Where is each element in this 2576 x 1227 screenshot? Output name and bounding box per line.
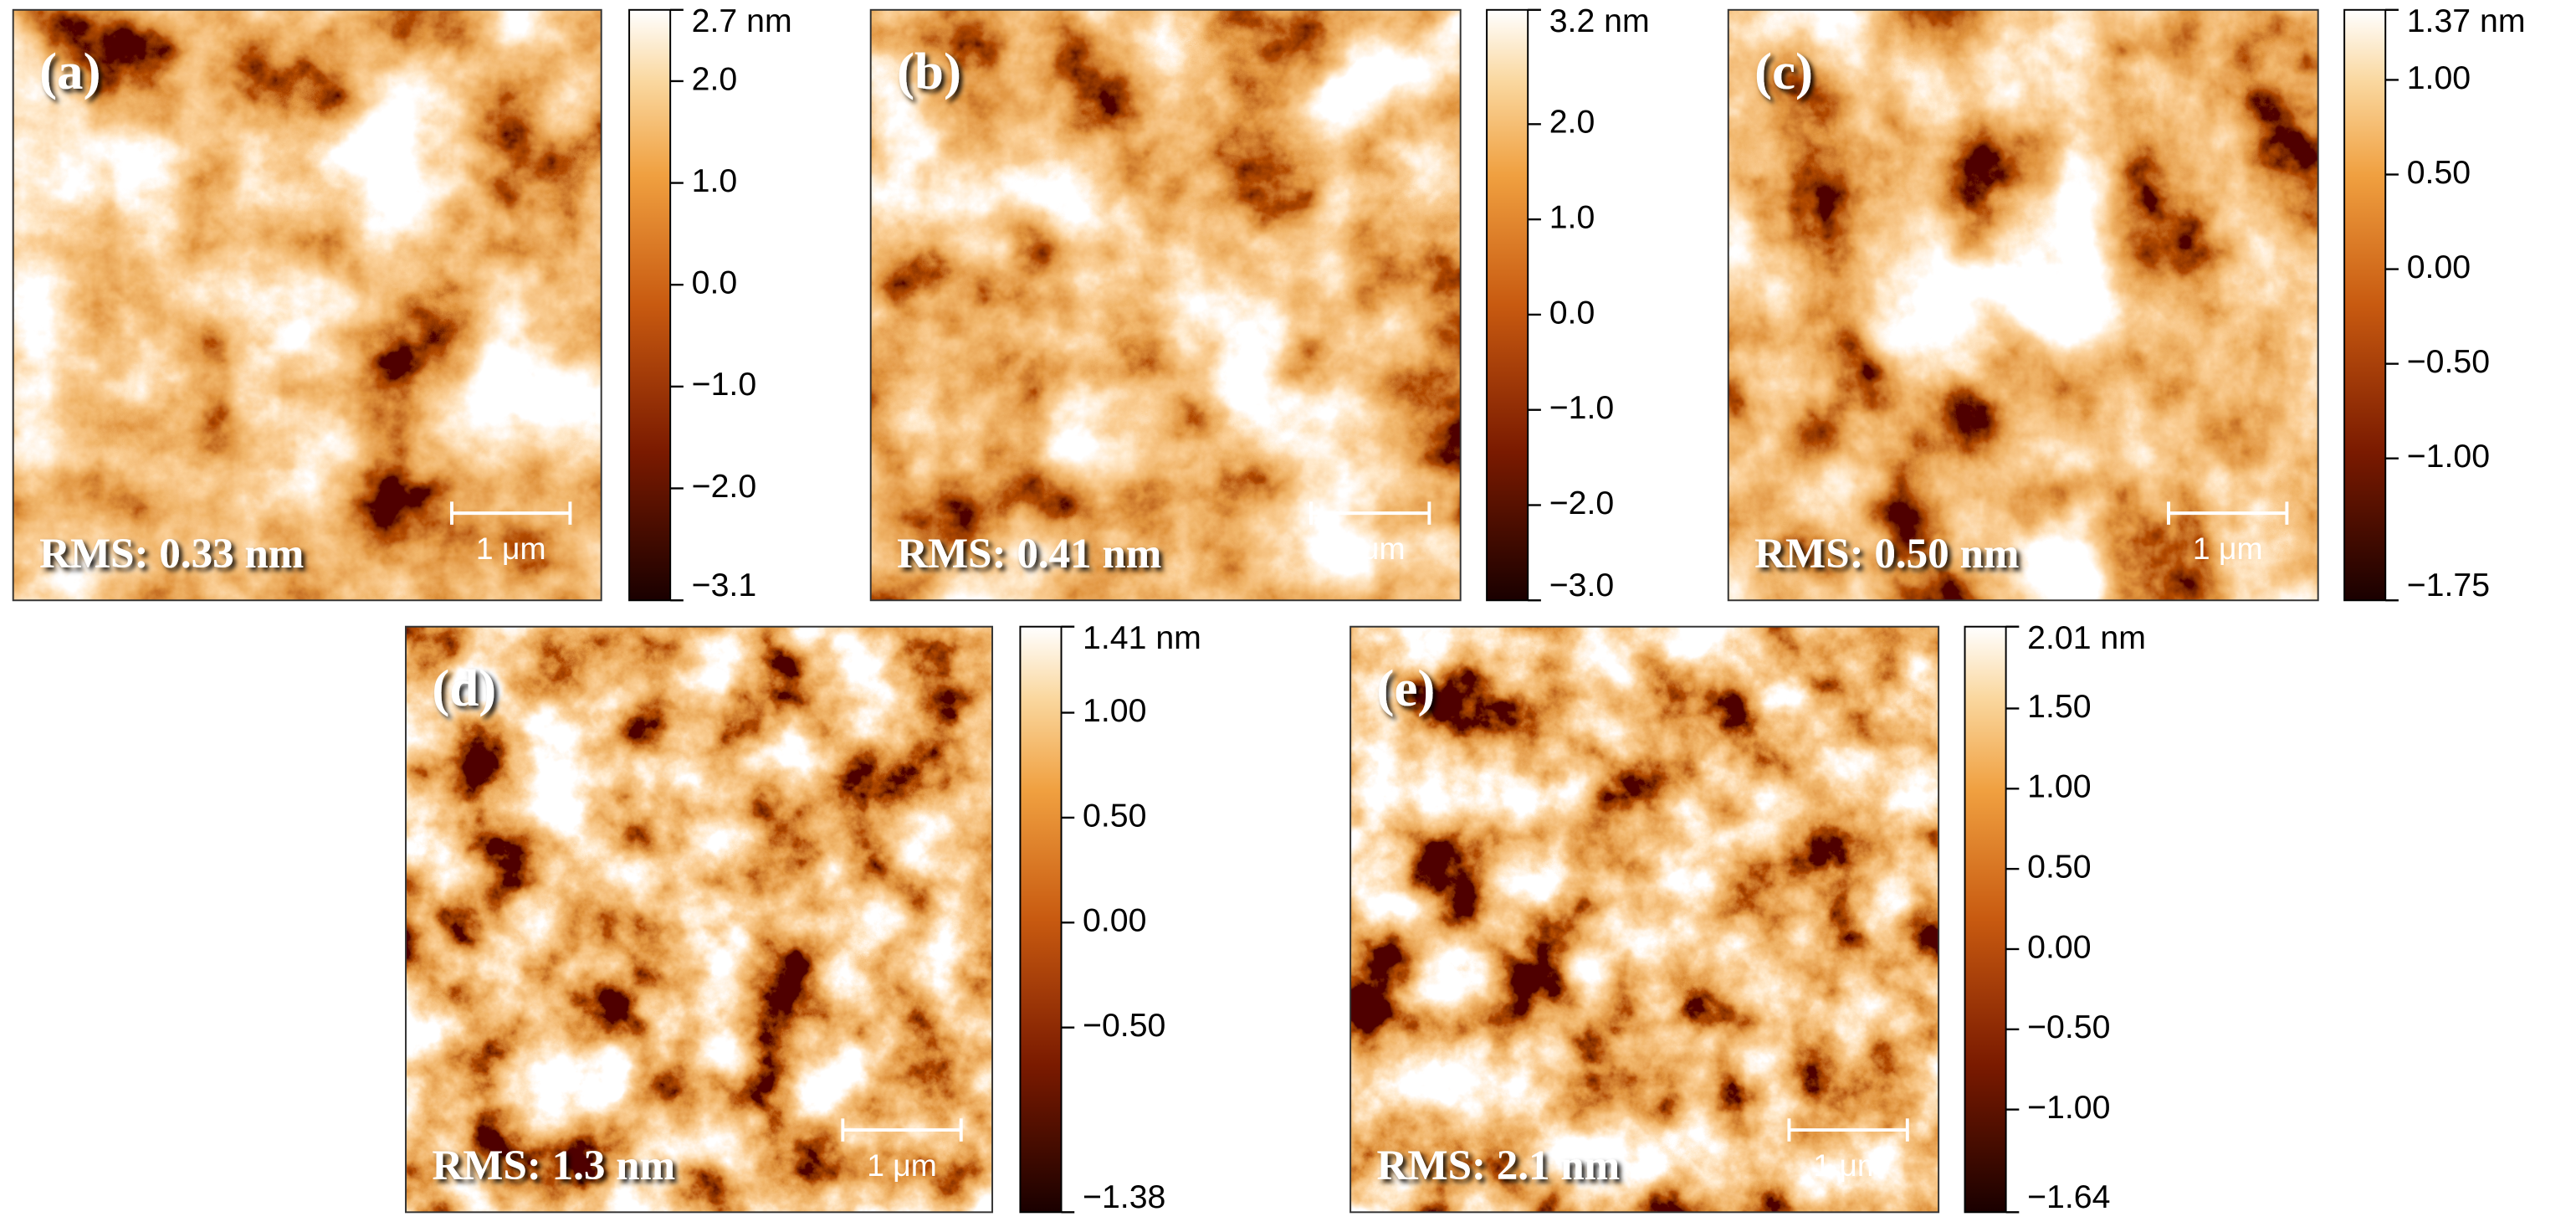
colorbar-tick-label: 1.00 <box>2407 59 2471 96</box>
colorbar-tick-label: 0.00 <box>2407 249 2471 285</box>
panel-label: (a) <box>39 42 100 100</box>
image-border <box>1727 8 2319 602</box>
colorbar-tick-label: 0.50 <box>1083 797 1146 834</box>
colorbar-tick-label: −1.00 <box>2027 1089 2110 1126</box>
colorbar-tick-label: 0.50 <box>2027 849 2091 886</box>
panel: (a) RMS: 0.33 nm 1 μm 2.7 nm 2.0 1.0 0.0 −1.0 −2… <box>12 3 792 603</box>
panel-label: (b) <box>897 42 961 100</box>
scale-bar-label: 1 μm <box>1813 1147 1883 1183</box>
scale-bar-label: 1 μm <box>476 531 546 566</box>
colorbar-tick-label: 0.00 <box>2027 928 2091 965</box>
colorbar-tick-label: 1.00 <box>1083 692 1146 729</box>
panel: (e) RMS: 2.1 nm 1 μm 2.01 nm 1.50 1.00 0.50 0.0… <box>1349 619 2146 1215</box>
rms-label: RMS: 0.50 nm <box>1754 530 2019 578</box>
colorbar-tick-label: 3.2 nm <box>1549 3 1650 39</box>
colorbar-tick-label: −3.0 <box>1549 567 1614 603</box>
panel-label: (e) <box>1377 659 1436 717</box>
afm-image <box>1728 9 2318 601</box>
colorbar-tick-label: 1.00 <box>2027 768 2091 805</box>
image-border <box>12 8 602 602</box>
afm-image <box>1350 626 1939 1213</box>
colorbar <box>1019 625 1063 1214</box>
colorbar-tick-label: 1.50 <box>2027 688 2091 725</box>
rms-label: RMS: 0.41 nm <box>897 530 1161 578</box>
afm-image <box>13 9 602 601</box>
panel-label: (c) <box>1754 42 1813 100</box>
colorbar-tick-label: 2.0 <box>692 60 738 97</box>
colorbar-tick-label: 1.41 nm <box>1083 619 1201 656</box>
colorbar-tick-label: −0.50 <box>2407 343 2490 380</box>
colorbar-tick-label: 2.01 nm <box>2027 619 2146 656</box>
image-border <box>869 8 1462 602</box>
colorbar-tick-label: 0.00 <box>1083 902 1146 939</box>
colorbar-tick-label: 0.50 <box>2407 154 2471 191</box>
colorbar-tick-label: −3.1 <box>692 567 756 603</box>
colorbar-tick-label: 0.0 <box>692 264 738 301</box>
colorbar-tick-label: −1.38 <box>1083 1178 1165 1215</box>
scale-bar-label: 1 μm <box>867 1147 937 1183</box>
colorbar-tick-label: −1.0 <box>1549 389 1614 426</box>
colorbar-tick-label: −2.0 <box>692 468 756 505</box>
scale-bar-label: 1 μm <box>2193 531 2263 566</box>
colorbar-tick-label: −1.64 <box>2027 1178 2110 1215</box>
rms-label: RMS: 0.33 nm <box>39 530 304 578</box>
colorbar-tick-label: 1.37 nm <box>2407 3 2526 39</box>
colorbar-tick-label: 1.0 <box>1549 198 1595 235</box>
colorbar-tick-label: 2.7 nm <box>692 3 792 39</box>
rms-label: RMS: 2.1 nm <box>1377 1142 1621 1189</box>
afm-image <box>406 626 993 1213</box>
panel: (b) RMS: 0.41 nm 1 μm 3.2 nm 2.0 1.0 0.0 −1.0 −2… <box>869 3 1650 603</box>
colorbar-tick-label: −1.75 <box>2407 567 2490 603</box>
colorbar-tick-label: −1.0 <box>692 366 756 403</box>
image-border <box>405 625 994 1214</box>
panel: (d) RMS: 1.3 nm 1 μm 1.41 nm 1.00 0.50 0.00 −0.… <box>405 619 1201 1215</box>
colorbar-tick-label: 2.0 <box>1549 104 1595 141</box>
colorbar <box>1964 625 2007 1214</box>
image-border <box>1349 625 1940 1214</box>
colorbar-tick-label: −0.50 <box>1083 1007 1165 1044</box>
colorbar-tick-label: −2.0 <box>1549 485 1614 521</box>
panel-label: (d) <box>432 659 496 717</box>
colorbar <box>1486 8 1529 602</box>
afm-image <box>870 9 1461 601</box>
rms-label: RMS: 1.3 nm <box>432 1142 675 1189</box>
colorbar <box>628 8 672 602</box>
colorbar-tick-label: 1.0 <box>692 162 738 199</box>
panel: (c) RMS: 0.50 nm 1 μm 1.37 nm 1.00 0.50 0.00 −0… <box>1727 3 2526 603</box>
colorbar-tick-label: −0.50 <box>2027 1009 2110 1045</box>
colorbar <box>2343 8 2387 602</box>
scale-bar-label: 1 μm <box>1335 531 1406 566</box>
colorbar-tick-label: −1.00 <box>2407 438 2490 475</box>
colorbar-tick-label: 0.0 <box>1549 294 1595 331</box>
